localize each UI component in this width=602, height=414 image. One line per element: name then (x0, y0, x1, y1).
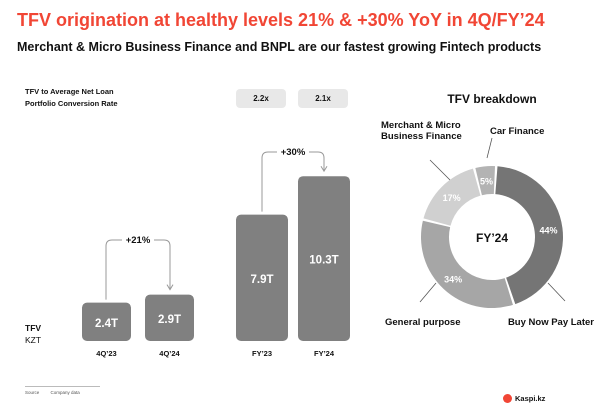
source-note: Source Company data (25, 390, 90, 395)
leader-line (547, 282, 566, 302)
footer-divider (25, 386, 100, 387)
donut-center-label: FY’24 (476, 231, 508, 245)
growth-bracket (105, 239, 171, 300)
bar-category-label: 4Q’23 (96, 349, 116, 358)
conversion-rate-fy24-badge: 2.1x (298, 89, 348, 108)
growth-annotation: +21% (126, 235, 151, 246)
leader-line (486, 137, 493, 159)
conversion-rate-fy23-badge: 2.2x (236, 89, 286, 108)
bar-category-label: 4Q’24 (159, 349, 180, 358)
bar-value-label: 2.4T (95, 318, 118, 330)
unit-label: TFV KZT (25, 322, 41, 346)
donut-slice-2 (423, 168, 481, 226)
leader-line (419, 282, 437, 303)
bar-0-0 (82, 302, 131, 341)
growth-annotation: +30% (281, 147, 306, 158)
bar-category-label: FY’24 (314, 349, 335, 358)
donut-category-label: Car Finance (490, 126, 544, 137)
donut-category-label: Merchant & Micro Business Finance (381, 120, 462, 142)
donut-category-label: Buy Now Pay Later (508, 317, 594, 328)
bar-value-label: 7.9T (250, 274, 273, 286)
unit-label-line1: TFV (25, 323, 42, 333)
donut-category-label: General purpose (385, 317, 461, 328)
page-subtitle: Merchant & Micro Business Finance and BN… (17, 40, 542, 54)
donut-slice-value: 5% (480, 176, 493, 186)
donut-slice-value: 44% (540, 226, 558, 236)
unit-label-line2: KZT (25, 335, 42, 345)
growth-arrow-head (166, 284, 174, 291)
donut-title: TFV breakdown (447, 92, 536, 106)
source-label: Source (25, 390, 40, 395)
conversion-rate-label-line1: TFV to Average Net Loan (25, 87, 114, 96)
donut-slice-value: 17% (443, 193, 461, 203)
donut-slice-1 (421, 220, 513, 308)
donut-slice-value: 34% (444, 275, 462, 285)
source-value: Company data (50, 390, 80, 395)
leader-line (429, 159, 451, 181)
bar-0-1 (145, 294, 194, 341)
kaspi-logo-text: Kaspi.kz (515, 394, 546, 403)
donut-slice-3 (475, 166, 496, 196)
growth-arrow-head (320, 165, 328, 173)
bar-value-label: 2.9T (158, 314, 181, 326)
bar-value-label: 10.3T (309, 255, 338, 267)
kaspi-logo-icon (503, 394, 512, 403)
conversion-rate-label-line2: Portfolio Conversion Rate (25, 99, 118, 108)
bar-1-1 (298, 176, 350, 341)
page-title: TFV origination at healthy levels 21% & … (17, 10, 545, 30)
bar-1-0 (236, 214, 288, 341)
growth-label-bg (122, 232, 154, 246)
donut-slice-0 (495, 166, 563, 305)
growth-label-bg (277, 144, 309, 158)
bar-category-label: FY’23 (252, 349, 272, 358)
kaspi-logo: Kaspi.kz (503, 394, 545, 403)
conversion-rate-label: TFV to Average Net Loan Portfolio Conver… (25, 86, 165, 110)
